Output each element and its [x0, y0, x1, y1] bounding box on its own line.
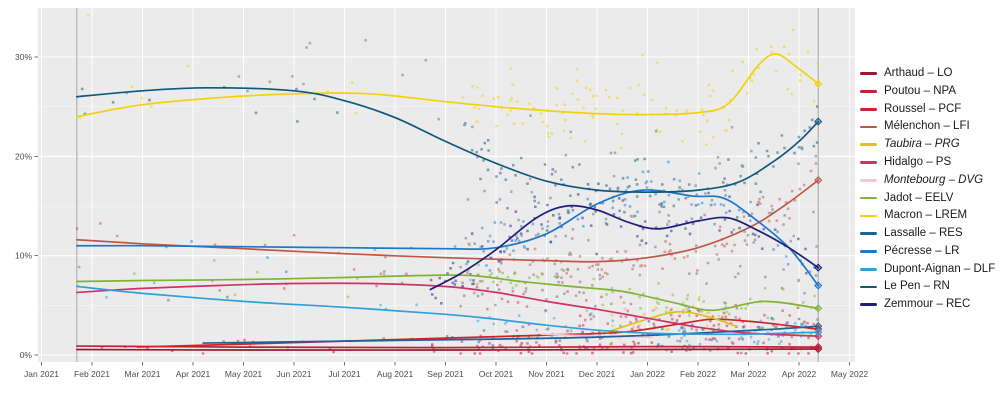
legend-label: Dupont-Aignan – DLF	[884, 262, 996, 275]
x-tick-label: Nov 2021	[528, 369, 565, 379]
x-tick-label: Mar 2022	[731, 369, 767, 379]
legend-swatch-poutou	[860, 90, 877, 93]
legend-swatch-pecresse	[860, 250, 877, 253]
legend-item-arthaud: Arthaud – LO	[860, 67, 995, 80]
x-tick-label: Oct 2021	[479, 369, 514, 379]
legend-label: Jadot – EELV	[884, 191, 954, 204]
x-tick-label: Jun 2021	[277, 369, 312, 379]
end-marker-macron	[814, 79, 823, 88]
legend-item-hidalgo: Hidalgo – PS	[860, 156, 995, 169]
legend-label: Macron – LREM	[884, 209, 968, 222]
x-tick-label: Feb 2021	[74, 369, 110, 379]
legend-swatch-hidalgo	[860, 161, 877, 164]
legend-swatch-lepen	[860, 285, 877, 289]
x-tick-label: Apr 2022	[782, 369, 817, 379]
end-marker-dupont_aignan	[814, 328, 823, 337]
x-tick-label: Jan 2021	[24, 369, 59, 379]
legend-swatch-arthaud	[860, 72, 877, 75]
legend-item-roussel: Roussel – PCF	[860, 103, 995, 116]
x-tick-label: Sep 2021	[427, 369, 464, 379]
legend-swatch-taubira	[860, 143, 877, 147]
legend-label: Roussel – PCF	[884, 102, 962, 115]
gridlines	[38, 8, 855, 362]
scatter-other_points	[125, 39, 819, 334]
trend-line-dupont_aignan	[76, 285, 820, 336]
legend-swatch-montebourg	[860, 178, 877, 182]
legend-label: Pécresse – LR	[884, 244, 960, 257]
trend-line-lepen	[76, 86, 820, 193]
end-marker-lepen	[814, 117, 823, 126]
x-tick-label: May 2022	[831, 369, 869, 379]
end-marker-zemmour	[814, 263, 823, 272]
legend: Arthaud – LO Poutou – NPA Roussel – PCF Mél…	[860, 67, 995, 311]
legend-label: Mélenchon – LFI	[884, 120, 970, 133]
legend-item-jadot: Jadot – EELV	[860, 191, 995, 204]
x-tick-label: Dec 2021	[579, 369, 616, 379]
legend-label: Arthaud – LO	[884, 67, 953, 80]
legend-item-zemmour: Zemmour – REC	[860, 298, 995, 311]
x-tick-label: May 2021	[225, 369, 263, 379]
legend-item-melenchon: Mélenchon – LFI	[860, 120, 995, 133]
x-tick-label: Mar 2021	[125, 369, 161, 379]
axes: Jan 2021 Feb 2021 Mar 2021 Apr 2021 May 2021…	[15, 52, 868, 379]
end-marker-poutou	[814, 342, 823, 352]
legend-item-dupont_aignan: Dupont-Aignan – DLF	[860, 263, 995, 276]
legend-label: Montebourg – DVG	[884, 173, 984, 186]
y-tick-label: 20%	[15, 151, 32, 161]
y-tick-label: 0%	[20, 350, 33, 360]
legend-label: Zemmour – REC	[884, 298, 971, 311]
legend-item-lassalle: Lassalle – RES	[860, 227, 995, 240]
legend-label: Lassalle – RES	[884, 227, 963, 240]
trend-line-melenchon	[76, 179, 820, 263]
legend-swatch-melenchon	[860, 125, 877, 129]
legend-swatch-zemmour	[860, 303, 877, 307]
trend-lines	[76, 53, 820, 351]
trend-line-poutou	[76, 345, 820, 349]
x-tick-label: Jul 2021	[328, 369, 360, 379]
end-marker-jadot	[814, 304, 823, 313]
legend-label: Taubira – PRG	[884, 138, 960, 151]
event-marker-lines	[76, 8, 819, 362]
legend-item-taubira: Taubira – PRG	[860, 138, 995, 151]
y-tick-label: 30%	[15, 52, 32, 62]
x-tick-label: Apr 2021	[176, 369, 211, 379]
legend-swatch-macron	[860, 214, 877, 218]
trend-line-hidalgo	[76, 282, 820, 337]
y-tick-label: 10%	[15, 251, 32, 261]
legend-swatch-dupont_aignan	[860, 267, 877, 271]
x-tick-label: Aug 2021	[377, 369, 414, 379]
legend-label: Poutou – NPA	[884, 84, 957, 97]
legend-item-montebourg: Montebourg – DVG	[860, 174, 995, 187]
legend-item-poutou: Poutou – NPA	[860, 85, 995, 98]
legend-item-pecresse: Pécresse – LR	[860, 245, 995, 258]
trend-line-zemmour	[429, 204, 820, 291]
trend-line-montebourg	[540, 333, 654, 338]
end-marker-melenchon	[814, 176, 823, 185]
legend-label: Hidalgo – PS	[884, 156, 952, 168]
scatter-lepen	[80, 86, 819, 230]
trend-line-lassalle	[202, 325, 820, 344]
trend-line-macron	[76, 53, 820, 118]
end-marker-lassalle	[814, 322, 823, 331]
x-tick-label: Feb 2022	[680, 369, 716, 379]
plot-background	[38, 8, 855, 362]
end-markers	[814, 79, 823, 354]
legend-swatch-roussel	[860, 107, 877, 111]
legend-item-lepen: Le Pen – RN	[860, 280, 995, 293]
trend-line-arthaud	[76, 348, 820, 351]
legend-label: Le Pen – RN	[884, 280, 950, 293]
trend-line-taubira	[606, 310, 737, 334]
x-tick-label: Jan 2022	[630, 369, 665, 379]
trend-line-pecresse	[76, 189, 820, 287]
legend-swatch-jadot	[860, 196, 877, 200]
trend-line-jadot	[76, 274, 820, 312]
end-marker-pecresse	[814, 281, 823, 290]
legend-swatch-lassalle	[860, 232, 877, 235]
legend-item-macron: Macron – LREM	[860, 209, 995, 222]
